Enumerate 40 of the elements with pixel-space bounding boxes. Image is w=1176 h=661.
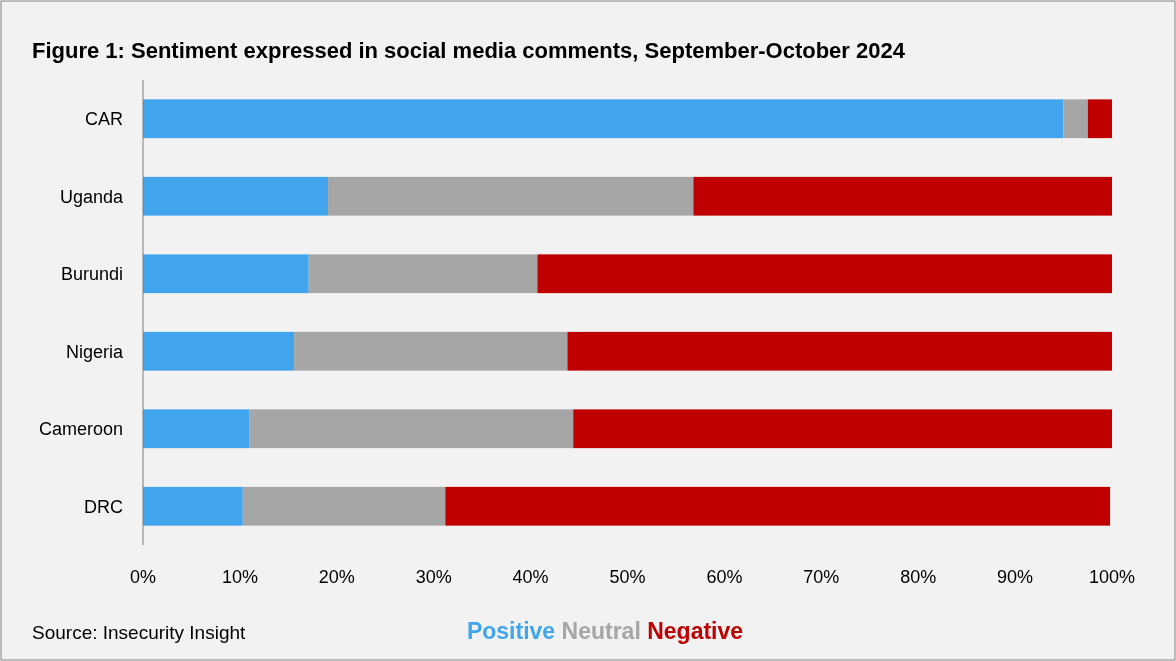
source-note: Source: Insecurity Insight: [32, 622, 247, 643]
x-tick-label: 80%: [900, 567, 937, 587]
bar: [567, 331, 1112, 371]
bar: [573, 409, 1112, 449]
y-tick-label: DRC: [84, 496, 123, 517]
bar: [1087, 99, 1112, 139]
bar: [1063, 99, 1088, 139]
x-tick-label: 10%: [221, 567, 258, 587]
bar: [143, 331, 295, 371]
bar: [537, 254, 1112, 294]
bar: [693, 176, 1112, 216]
chart-title: Figure 1: Sentiment expressed in social media comments, September-October 2024: [32, 38, 906, 63]
y-tick-label: CAR: [84, 109, 123, 130]
bar: [242, 486, 446, 526]
text: Neutral: [555, 618, 641, 644]
y-tick-label: Cameroon: [38, 419, 123, 440]
text: Negative: [640, 618, 744, 644]
y-tick-label: Nigeria: [65, 341, 124, 362]
y-tick-label: Uganda: [59, 186, 124, 207]
bar: [143, 254, 309, 294]
bar: [143, 176, 329, 216]
x-tick-label: 60%: [706, 567, 743, 587]
x-tick-label: 40%: [512, 567, 549, 587]
bar: [294, 331, 568, 371]
bar: [143, 99, 1064, 139]
text: Positive: [466, 618, 556, 644]
x-tick-label: 50%: [609, 567, 646, 587]
bar: [445, 486, 1111, 526]
x-tick-label: 0%: [129, 567, 157, 587]
x-tick-label: 90%: [997, 567, 1034, 587]
bar: [143, 409, 250, 449]
bar: [328, 176, 694, 216]
x-tick-label: 30%: [415, 567, 452, 587]
x-tick-label: 100%: [1088, 567, 1136, 587]
x-tick-label: 70%: [803, 567, 840, 587]
bar: [308, 254, 538, 294]
y-tick-label: Burundi: [60, 264, 123, 285]
bar: [249, 409, 574, 449]
x-tick-label: 20%: [318, 567, 355, 587]
bar: [143, 486, 243, 526]
